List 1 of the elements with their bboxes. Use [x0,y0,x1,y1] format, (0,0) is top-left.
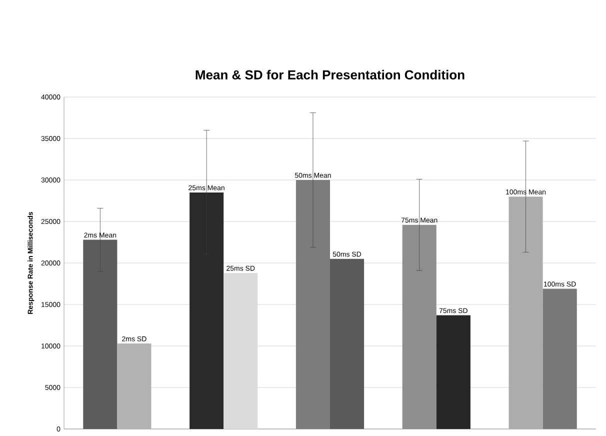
chart-title: Mean & SD for Each Presentation Condition [196,70,464,80]
